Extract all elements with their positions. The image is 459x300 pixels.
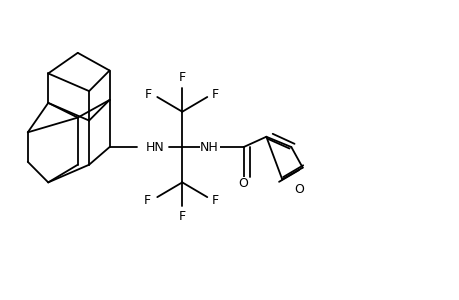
Text: F: F [179,210,185,223]
Text: F: F [143,194,151,207]
Text: O: O [293,183,303,196]
Text: F: F [144,88,151,100]
Text: HN: HN [146,141,164,154]
Text: F: F [212,88,218,100]
Text: F: F [179,71,185,84]
Text: NH: NH [200,141,218,154]
Text: O: O [238,177,248,190]
Text: F: F [212,194,218,207]
